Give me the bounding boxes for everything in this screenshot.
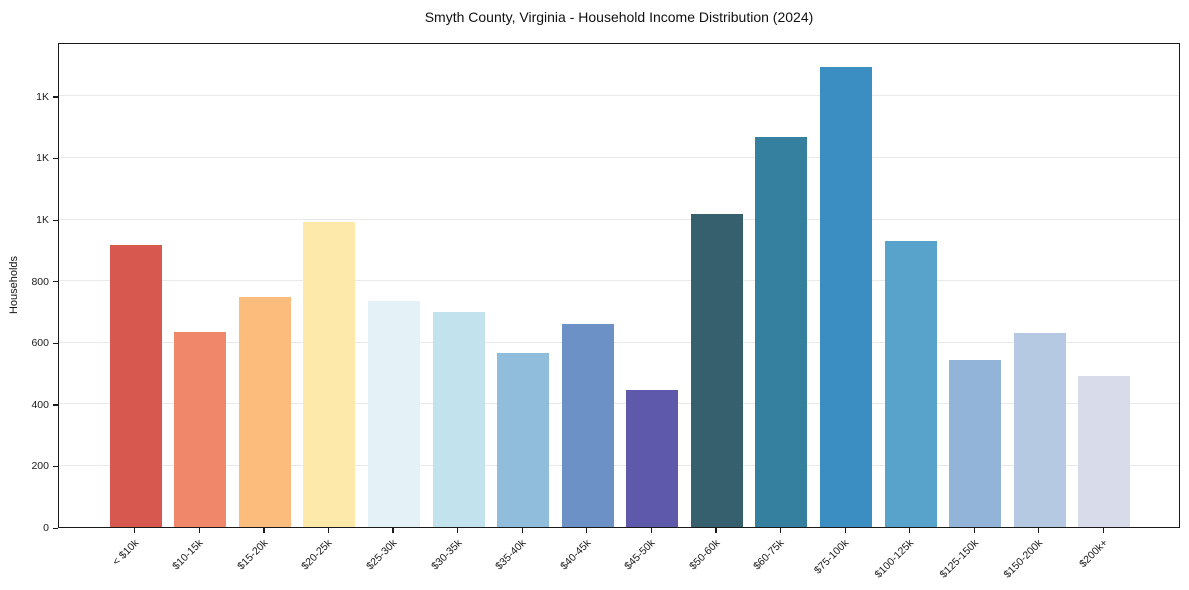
gridline [59,341,1179,343]
bar-$35-40k [497,352,550,527]
chart-title: Smyth County, Virginia - Household Incom… [424,9,814,25]
x-tick-mark [844,528,846,533]
y-tick-label: 1K [36,214,49,227]
x-tick-mark [973,528,975,533]
gridline [59,218,1179,220]
x-tick-mark [909,528,911,533]
y-tick-label: 400 [31,398,49,411]
gridline [59,403,1179,405]
bar-$125-150k [949,360,1002,527]
y-tick-mark [53,281,58,283]
bar-$50-60k [690,213,743,527]
x-tick-mark [650,528,652,533]
bar-$30-35k [432,312,485,527]
y-tick-label: 800 [31,275,49,288]
x-tick-label: $100-125k [872,537,917,581]
gridline [59,95,1179,97]
bar-$200k+ [1078,376,1131,527]
x-tick-mark [134,528,136,533]
x-tick-mark [198,528,200,533]
bar-$10-15k [174,332,227,527]
y-tick-label: 200 [31,460,49,473]
x-tick-label: $20-25k [299,537,335,573]
x-tick-label: $200k+ [1076,537,1110,571]
y-tick-mark [53,465,58,468]
bar-$25-30k [367,301,420,527]
y-tick-mark [53,96,58,98]
bar-$45-50k [626,390,679,527]
gridline [59,156,1179,158]
y-tick-label: 0 [43,522,49,534]
x-tick-label: $40-45k [557,537,594,573]
x-tick-label: $50-60k [687,537,723,573]
x-tick-label: $10-15k [170,537,206,573]
bar-$75-100k [820,66,872,527]
x-tick-label: $25-30k [364,537,400,573]
y-tick-mark [53,219,58,221]
x-tick-label: $35-40k [493,537,529,573]
y-tick-label: 1K [36,152,49,165]
bar-$100-125k [884,241,937,527]
bar-$15-20k [238,296,291,527]
plot-area [58,43,1180,528]
x-tick-label: $45-50k [622,537,658,573]
bar-< $10k [109,245,162,527]
bar-$150-200k [1013,333,1066,527]
y-tick-mark [53,157,58,160]
gridline [59,464,1179,466]
x-tick-label: $150-200k [1001,537,1046,581]
x-tick-label: $60-75k [751,537,787,573]
x-tick-label: $125-150k [937,537,981,581]
y-tick-mark [53,342,58,344]
y-tick-label: 600 [31,337,49,350]
x-tick-mark [457,528,459,533]
x-tick-mark [1038,528,1040,533]
gridline [59,280,1179,282]
y-tick-mark [53,527,58,529]
x-tick-mark [715,528,717,533]
x-tick-label: $30-35k [428,537,465,573]
bar-$60-75k [755,137,808,527]
x-tick-label: $75-100k [812,537,852,577]
x-tick-mark [586,528,588,533]
x-tick-mark [1102,528,1104,533]
x-tick-label: $15-20k [235,537,271,573]
x-tick-label: < $10k [110,537,142,568]
x-tick-mark [392,528,394,533]
bar-$40-45k [561,323,614,527]
x-tick-mark [263,528,265,533]
bar-$20-25k [303,222,356,527]
y-tick-label: 1K [36,90,49,103]
x-tick-mark [779,528,782,533]
x-tick-mark [521,528,523,533]
y-tick-mark [53,404,58,406]
x-tick-mark [327,528,330,533]
